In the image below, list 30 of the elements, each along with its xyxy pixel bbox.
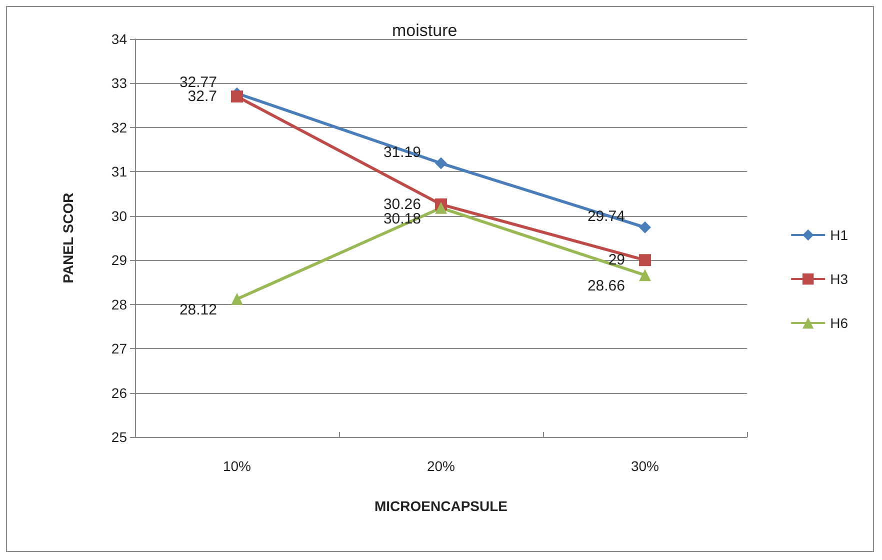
point [435,157,447,170]
y-tick-label: 27 [111,340,128,357]
legend-label: H3 [830,271,848,287]
point [231,293,243,306]
point [639,254,651,266]
data-label: 30.26 [383,196,421,213]
y-tick-label: 28 [111,296,128,312]
y-tick-label: 26 [111,384,128,401]
y-tick-label: 25 [111,429,128,445]
data-label: 29 [608,252,625,269]
legend-label: H6 [830,315,848,331]
y-tick-label: 32 [111,119,128,136]
y-axis-title: PANEL SCOR [60,192,76,284]
data-label: 28.12 [179,302,217,319]
point [639,221,651,234]
data-label: 28.66 [587,278,625,295]
legend-label: H1 [830,227,848,243]
x-tick-label: 10% [222,458,252,474]
x-tick-label: 30% [630,458,660,474]
x-axis-title: MICROENCAPSULE [374,498,508,514]
point [231,90,243,102]
y-tick-label: 30 [111,208,128,224]
point [435,202,447,214]
x-tick-label: 20% [426,458,456,474]
y-tick-label: 34 [111,31,128,47]
y-tick-label: 31 [111,164,128,180]
y-tick-label: 33 [111,75,128,92]
y-tick-label: 29 [111,252,128,268]
chart-title: moisture [392,21,458,40]
point [639,269,651,282]
